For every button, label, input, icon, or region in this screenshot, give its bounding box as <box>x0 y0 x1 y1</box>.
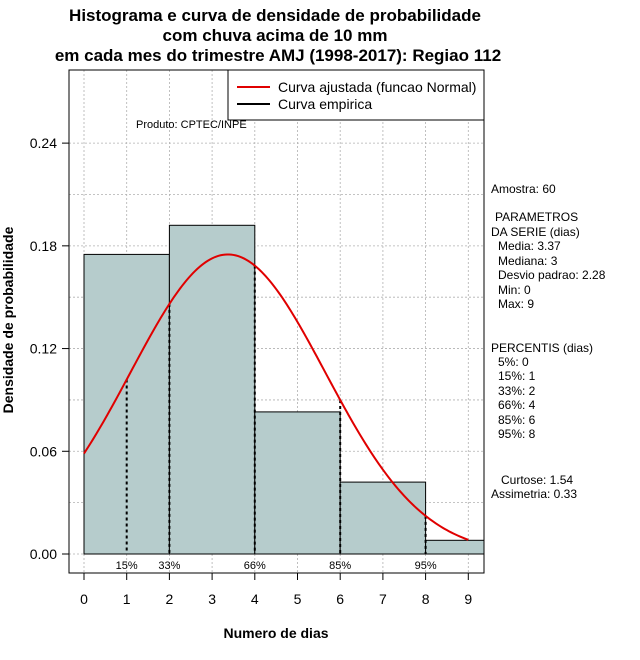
x-tick-label-2: 2 <box>166 591 174 607</box>
stat-params-title-1: PARAMETROS <box>495 210 578 224</box>
x-tick-label-4: 4 <box>251 591 259 607</box>
histogram-bars <box>83 224 485 555</box>
legend-label-empirical: Curva empirica <box>278 96 372 112</box>
stat-p15: 15%: 1 <box>498 369 536 383</box>
stat-p85: 85%: 6 <box>498 413 536 427</box>
stats-panel: Amostra: 60 PARAMETROS DA SERIE (dias) M… <box>491 182 606 501</box>
histogram-bar-4 <box>425 539 485 555</box>
x-tick-label-3: 3 <box>208 591 216 607</box>
stat-curtose: Curtose: 1.54 <box>501 473 573 487</box>
stat-p95: 95%: 8 <box>498 427 536 441</box>
x-tick-label-9: 9 <box>464 591 472 607</box>
chart-title-line-3: em cada mes do trimestre AMJ (1998-2017)… <box>55 46 501 65</box>
legend: Curva ajustada (funcao Normal) Curva emp… <box>227 69 485 121</box>
chart-title-line-1: Histograma e curva de densidade de proba… <box>69 6 481 25</box>
stat-assimetria: Assimetria: 0.33 <box>491 487 577 501</box>
percentile-labels: 15% 33% 66% 85% 95% <box>116 560 437 572</box>
y-tick-label-0: 0.00 <box>30 546 57 562</box>
percentile-label-4: 95% <box>415 560 437 572</box>
stat-max: Max: 9 <box>498 297 534 311</box>
histogram-bar-3 <box>339 481 427 555</box>
x-axis-title: Numero de dias <box>223 625 328 641</box>
stat-p5: 5%: 0 <box>498 355 529 369</box>
x-axis: 0 1 2 3 4 5 6 7 8 9 <box>80 572 472 607</box>
y-tick-label-3: 0.18 <box>30 238 57 254</box>
y-tick-label-1: 0.06 <box>30 443 57 459</box>
stat-percentis-title: PERCENTIS (dias) <box>491 341 593 355</box>
stat-p66: 66%: 4 <box>498 398 536 412</box>
histogram-bar-1 <box>168 224 256 555</box>
stat-params-title-2: DA SERIE (dias) <box>491 225 580 239</box>
normal-fit-curve <box>83 253 469 541</box>
y-tick-label-2: 0.12 <box>30 341 57 357</box>
x-tick-label-7: 7 <box>379 591 387 607</box>
legend-label-normal: Curva ajustada (funcao Normal) <box>278 79 476 95</box>
y-axis-title: Densidade de probabilidade <box>0 226 16 413</box>
stat-mediana: Mediana: 3 <box>498 254 558 268</box>
x-tick-label-5: 5 <box>294 591 302 607</box>
percentile-label-1: 33% <box>158 560 180 572</box>
y-axis: 0.00 0.06 0.12 0.18 0.24 <box>30 135 70 562</box>
x-tick-label-0: 0 <box>80 591 88 607</box>
x-tick-label-6: 6 <box>336 591 344 607</box>
percentile-label-3: 85% <box>329 560 351 572</box>
stat-amostra: Amostra: 60 <box>491 182 556 196</box>
stat-min: Min: 0 <box>498 283 531 297</box>
percentile-label-2: 66% <box>244 560 266 572</box>
x-tick-label-1: 1 <box>123 591 131 607</box>
x-tick-label-8: 8 <box>422 591 430 607</box>
stat-media: Media: 3.37 <box>498 239 561 253</box>
credit-text: Produto: CPTEC/INPE <box>136 119 247 131</box>
percentile-label-0: 15% <box>116 560 138 572</box>
histogram-bar-2 <box>254 411 341 555</box>
y-tick-label-4: 0.24 <box>30 135 57 151</box>
stat-p33: 33%: 2 <box>498 384 536 398</box>
percentile-lines <box>125 265 427 554</box>
stat-desvio: Desvio padrao: 2.28 <box>498 268 606 282</box>
legend-box <box>227 69 485 121</box>
chart-title-line-2: com chuva acima de 10 mm <box>163 26 388 45</box>
